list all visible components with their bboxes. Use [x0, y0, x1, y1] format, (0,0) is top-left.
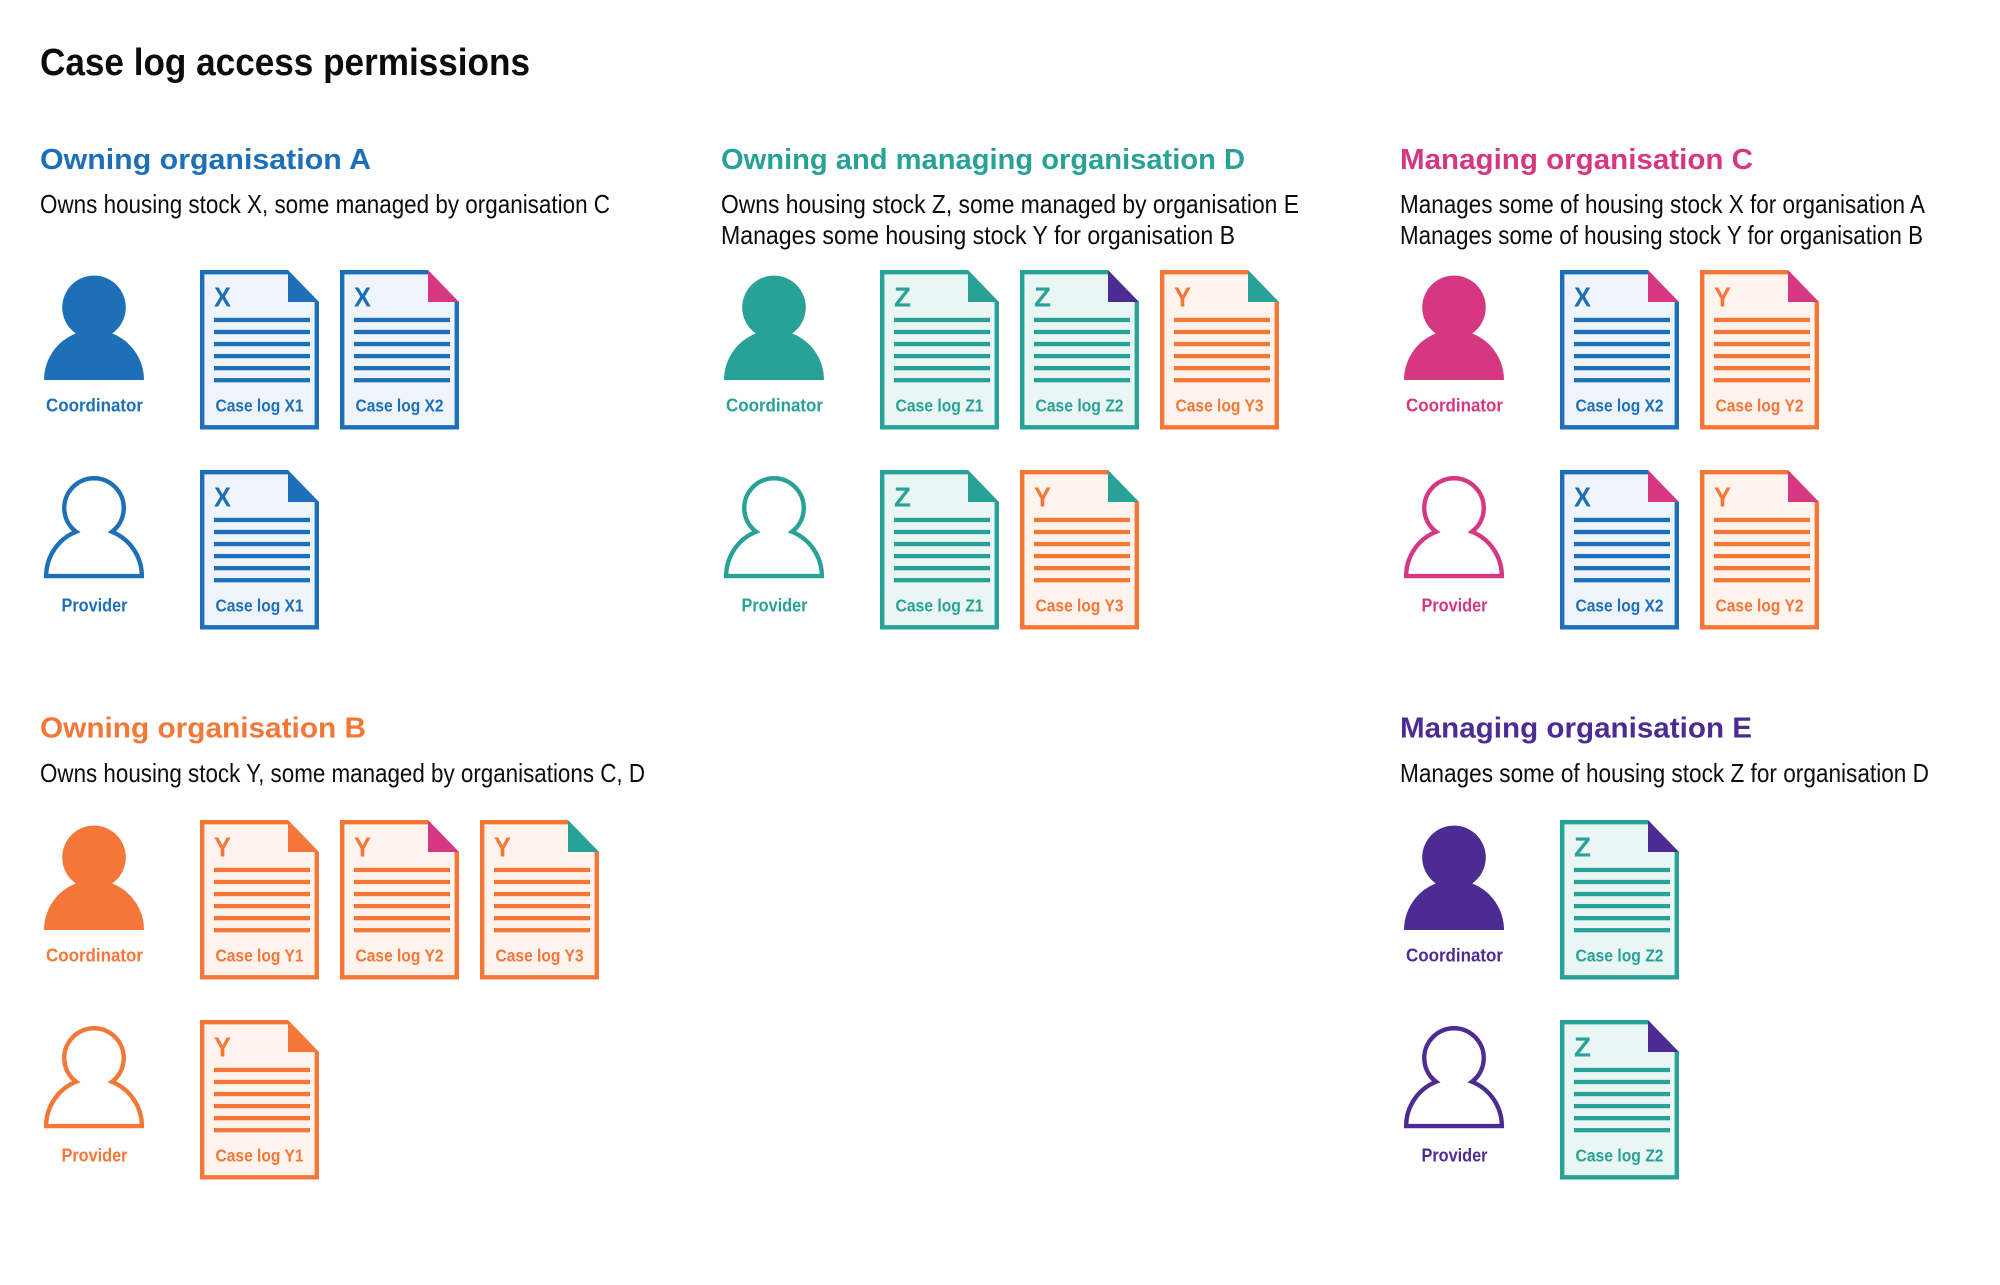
svg-text:X: X — [214, 482, 231, 513]
svg-text:Y: Y — [214, 1032, 231, 1063]
svg-text:Z: Z — [1574, 1032, 1591, 1063]
svg-text:Case log Y2: Case log Y2 — [1716, 396, 1804, 416]
svg-text:Coordinator: Coordinator — [46, 395, 143, 416]
svg-text:Manages some of housing stock: Manages some of housing stock Z for orga… — [1400, 758, 1929, 788]
svg-text:Z: Z — [1034, 282, 1051, 313]
svg-text:Y: Y — [1714, 482, 1731, 513]
svg-text:X: X — [214, 282, 231, 313]
svg-text:Case log Z1: Case log Z1 — [896, 396, 984, 416]
svg-text:Manages some of housing stock: Manages some of housing stock Y for orga… — [1400, 220, 1923, 250]
svg-text:Case log Y1: Case log Y1 — [216, 1146, 304, 1166]
svg-text:Manages some housing stock Y f: Manages some housing stock Y for organis… — [721, 220, 1235, 250]
svg-text:Provider: Provider — [62, 1145, 128, 1166]
svg-text:Case log Z2: Case log Z2 — [1576, 1146, 1664, 1166]
svg-text:Y: Y — [1034, 482, 1051, 513]
svg-text:Managing organisation C: Managing organisation C — [1400, 144, 1753, 176]
svg-text:Y: Y — [1174, 282, 1191, 313]
svg-text:Coordinator: Coordinator — [1406, 945, 1503, 966]
svg-text:Case log X2: Case log X2 — [1576, 596, 1664, 616]
svg-text:Y: Y — [1714, 282, 1731, 313]
svg-text:Case log access permissions: Case log access permissions — [40, 41, 530, 84]
svg-text:Case log Z2: Case log Z2 — [1036, 396, 1124, 416]
svg-text:Managing organisation E: Managing organisation E — [1400, 712, 1752, 744]
svg-text:Case log Y3: Case log Y3 — [496, 946, 584, 966]
svg-text:Provider: Provider — [62, 595, 128, 616]
svg-text:Y: Y — [354, 832, 371, 863]
svg-text:Case log Y2: Case log Y2 — [356, 946, 444, 966]
svg-text:Provider: Provider — [742, 595, 808, 616]
svg-text:Owning organisation B: Owning organisation B — [40, 712, 366, 744]
svg-text:Coordinator: Coordinator — [1406, 395, 1503, 416]
svg-text:Z: Z — [894, 482, 911, 513]
svg-text:Case log Y2: Case log Y2 — [1716, 596, 1804, 616]
svg-text:Z: Z — [1574, 832, 1591, 863]
svg-text:Provider: Provider — [1422, 1145, 1488, 1166]
svg-text:Owning and managing organisati: Owning and managing organisation D — [721, 144, 1245, 176]
svg-text:Case log Y3: Case log Y3 — [1036, 596, 1124, 616]
svg-text:Y: Y — [214, 832, 231, 863]
svg-text:Owning organisation A: Owning organisation A — [40, 144, 371, 176]
svg-text:X: X — [1574, 482, 1591, 513]
svg-text:Case log X2: Case log X2 — [356, 396, 444, 416]
svg-text:X: X — [354, 282, 371, 313]
svg-text:Provider: Provider — [1422, 595, 1488, 616]
svg-text:Case log Y3: Case log Y3 — [1176, 396, 1264, 416]
svg-text:Owns housing stock Y, some man: Owns housing stock Y, some managed by or… — [40, 758, 645, 788]
svg-text:Coordinator: Coordinator — [726, 395, 823, 416]
svg-text:Y: Y — [494, 832, 511, 863]
svg-text:Owns housing stock Z, some man: Owns housing stock Z, some managed by or… — [721, 189, 1299, 219]
svg-text:Coordinator: Coordinator — [46, 945, 143, 966]
svg-text:X: X — [1574, 282, 1591, 313]
svg-text:Case log X2: Case log X2 — [1576, 396, 1664, 416]
svg-text:Owns housing stock X, some man: Owns housing stock X, some managed by or… — [40, 189, 610, 219]
svg-text:Z: Z — [894, 282, 911, 313]
svg-text:Case log X1: Case log X1 — [216, 396, 304, 416]
svg-text:Manages some of housing stock: Manages some of housing stock X for orga… — [1400, 189, 1926, 219]
svg-text:Case log Y1: Case log Y1 — [216, 946, 304, 966]
svg-text:Case log X1: Case log X1 — [216, 596, 304, 616]
svg-text:Case log Z2: Case log Z2 — [1576, 946, 1664, 966]
svg-text:Case log Z1: Case log Z1 — [896, 596, 984, 616]
